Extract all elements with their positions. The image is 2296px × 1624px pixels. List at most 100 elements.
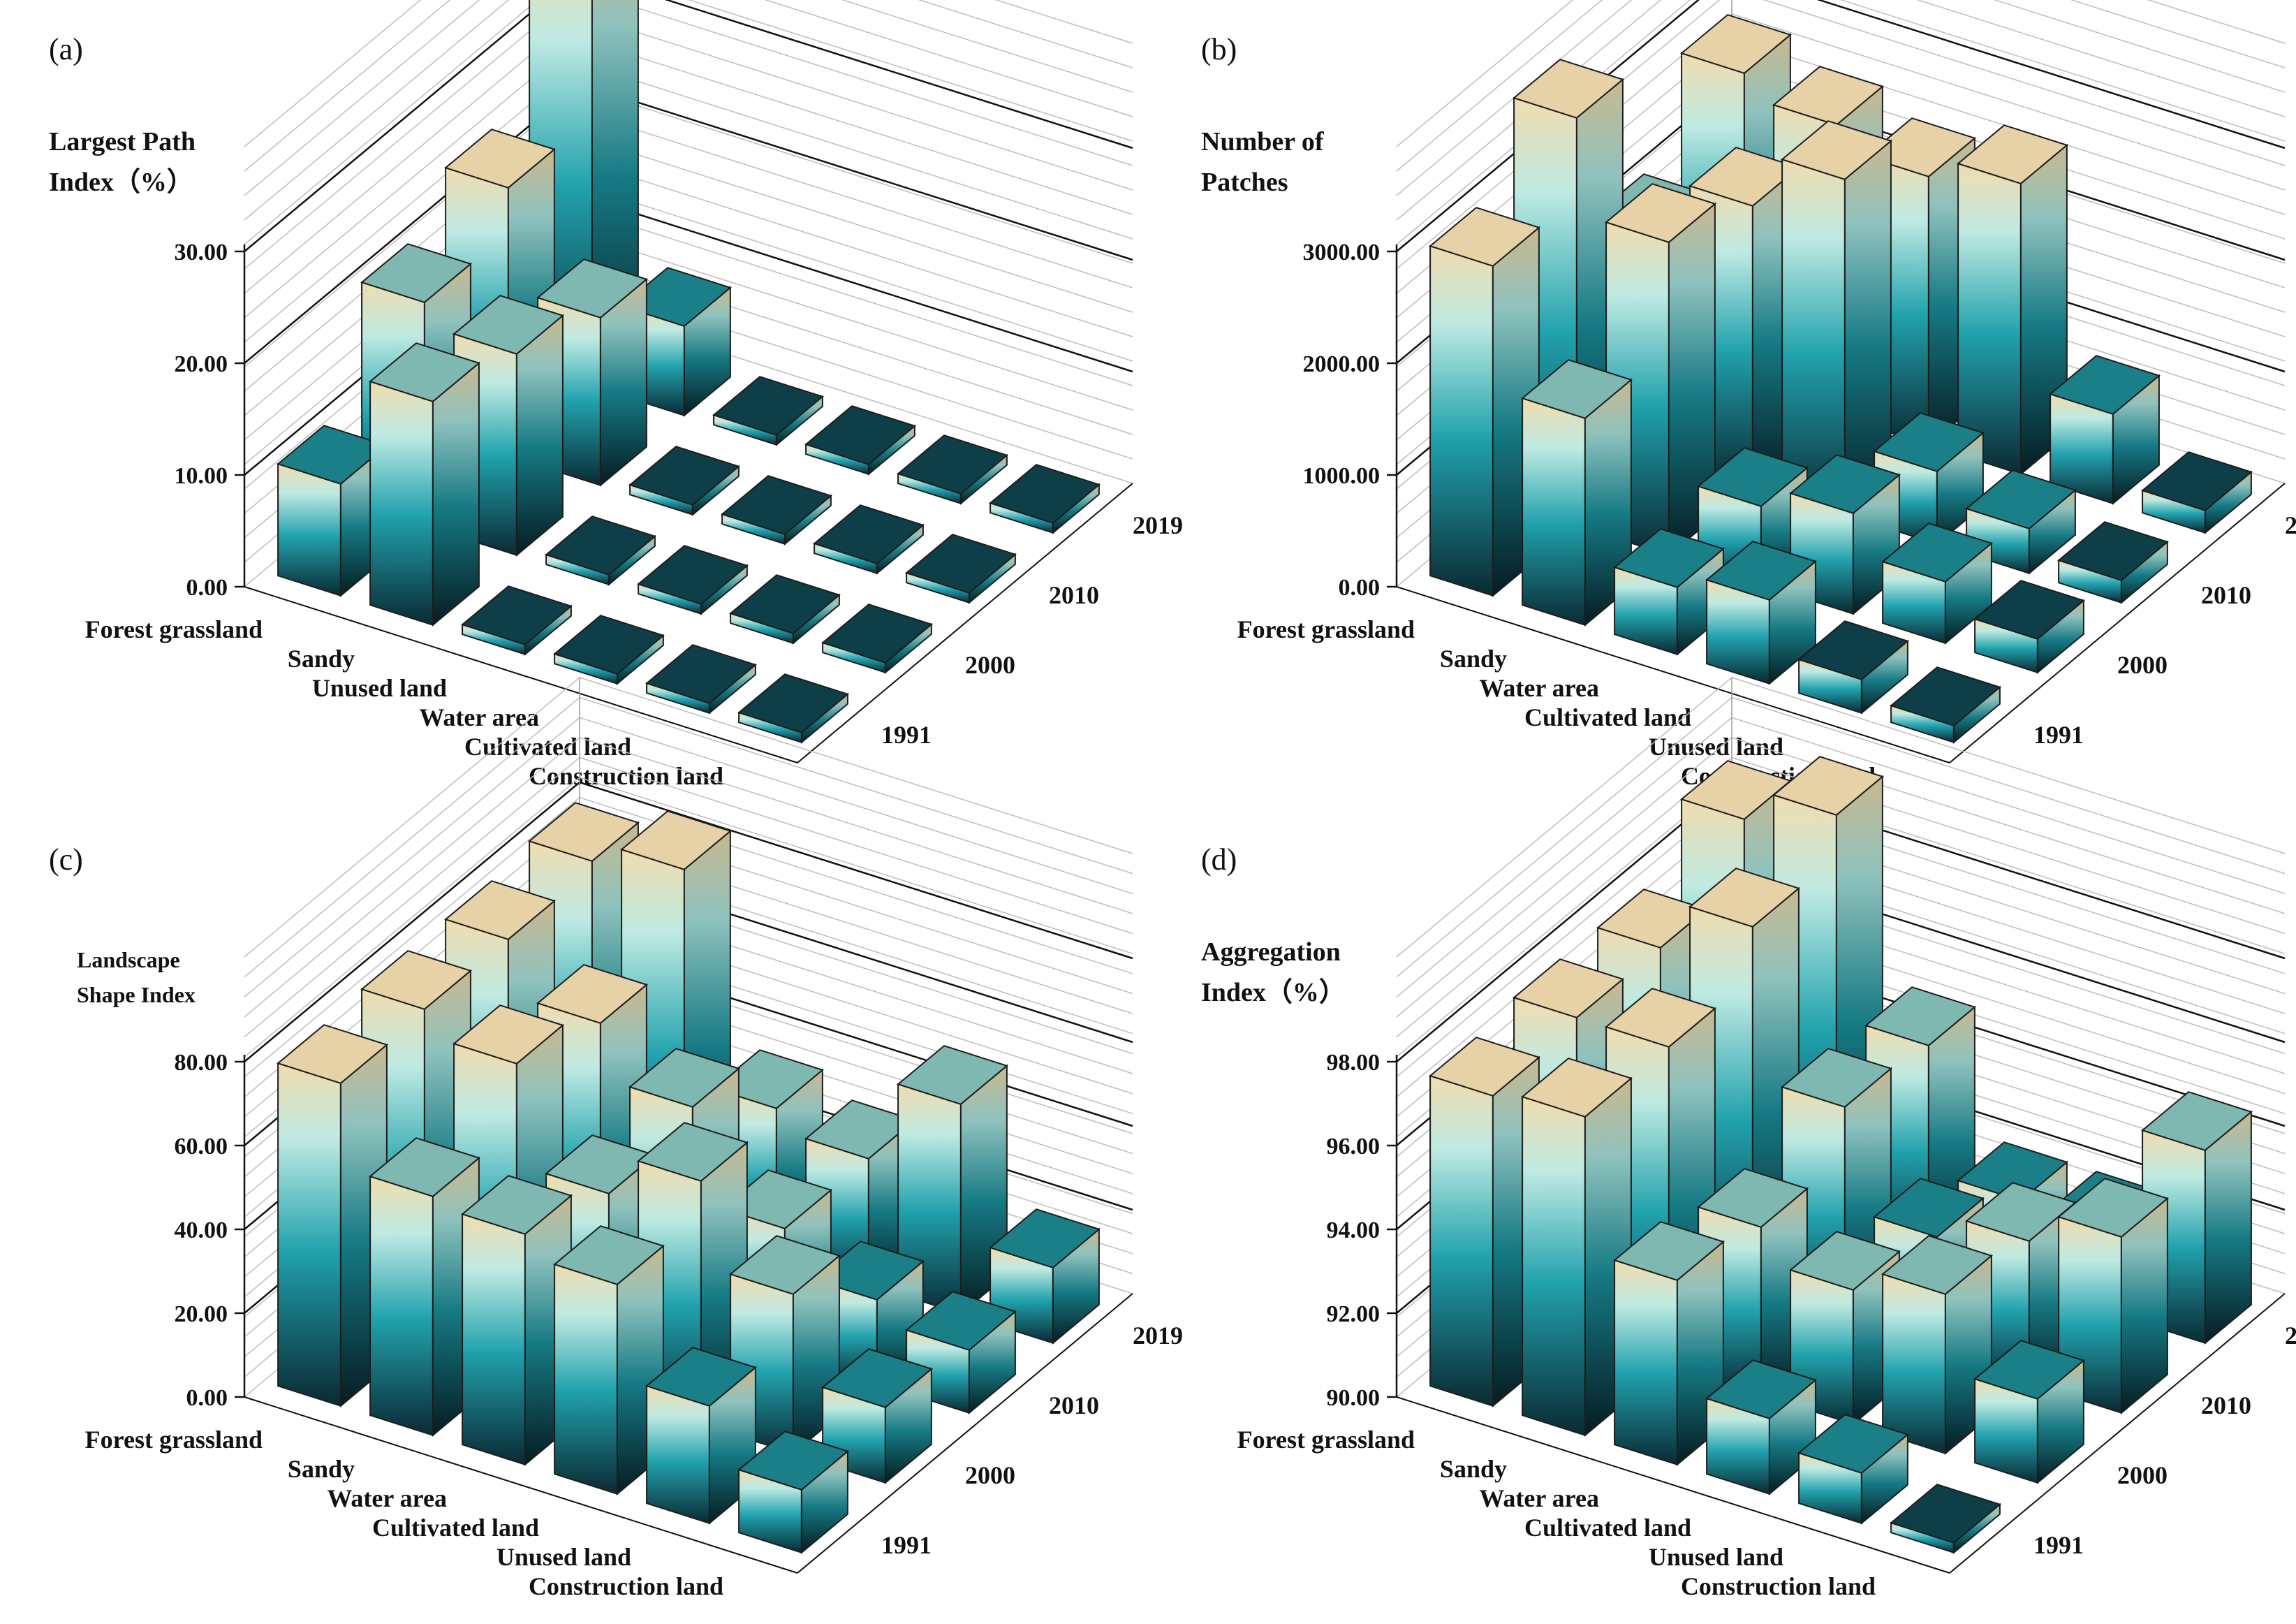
bar-top-face — [737, 1431, 849, 1491]
year-label: 2019 — [1133, 511, 1183, 539]
y-tick-label: 20.00 — [175, 1301, 228, 1327]
x-axis-line — [1396, 586, 1950, 763]
bars — [1429, 14, 2253, 744]
y-tick-label: 92.00 — [1327, 1301, 1381, 1327]
bar-top-face — [1697, 1168, 1809, 1228]
bar-top-face — [905, 534, 1017, 594]
y-axis-title: Landscape Shape Index — [77, 947, 196, 1007]
bar-top-face — [712, 376, 824, 436]
y-axis-title-line: Largest Path — [49, 127, 196, 156]
y-tick-label: 94.00 — [1327, 1217, 1381, 1243]
bar-side-face — [515, 314, 564, 557]
bar-top-face — [1881, 522, 1993, 583]
grid-line — [1396, 0, 2286, 147]
bar-side-face — [2204, 1110, 2252, 1345]
y-tick-label: 3000.00 — [1303, 240, 1381, 265]
z-axis-line — [1949, 483, 2286, 763]
bar-top-face — [461, 585, 573, 645]
bar-top-face — [1797, 1414, 1909, 1474]
category-label: Unused land — [1649, 1543, 1783, 1571]
bar-front-face — [277, 1062, 341, 1407]
category-label: Sandy — [1440, 645, 1507, 673]
bar-top-face — [721, 1169, 832, 1229]
y-tick-label: 0.00 — [186, 575, 228, 601]
category-label: Water area — [419, 703, 539, 731]
bar — [369, 342, 480, 627]
bar-top-face — [444, 880, 556, 940]
bar-front-face — [646, 1384, 710, 1525]
bar-top-face — [2057, 1178, 2169, 1238]
chart-panel-c: 0.00 20.00 40.00 60.00 80.00 Landscape Shape I… — [49, 677, 1183, 1600]
category-label: Forest grassland — [1237, 615, 1415, 643]
bar-top-face — [1873, 1178, 1985, 1238]
major-grid-line — [1396, 0, 2286, 252]
bar-top-face — [369, 342, 480, 402]
bar-top-face — [737, 673, 849, 733]
bar-front-face — [1522, 397, 1586, 627]
chart-panel-b: 0.00 1000.00 2000.00 3000.00 Number of Patche… — [1201, 0, 2296, 790]
bar — [1705, 541, 1817, 685]
bar-top-face — [637, 1122, 749, 1182]
bar — [1521, 1058, 1633, 1437]
bar — [737, 1431, 849, 1554]
grid-line — [244, 0, 1133, 172]
year-label: 1991 — [881, 1531, 932, 1559]
panel-label: (d) — [1201, 842, 1237, 877]
bar-top-face — [897, 1045, 1008, 1105]
year-label: 2010 — [1049, 581, 1099, 609]
bar — [729, 574, 841, 645]
x-axis-line — [244, 1396, 798, 1574]
bar — [821, 603, 933, 674]
year-label: 2010 — [2201, 1391, 2251, 1419]
bar-top-face — [804, 405, 916, 465]
bar-top-face — [1521, 1058, 1633, 1118]
bar-top-face — [1789, 454, 1901, 514]
bar-top-face — [536, 964, 648, 1024]
y-axis-title: Aggregation Index（%） — [1201, 937, 1346, 1007]
category-label: Cultivated land — [372, 1514, 539, 1542]
bar — [1789, 454, 1901, 615]
bar — [721, 475, 832, 546]
bar — [1781, 120, 1892, 516]
year-label: 1991 — [2033, 1531, 2084, 1559]
y-tick-label: 30.00 — [175, 240, 228, 265]
category-label: Forest grassland — [1237, 1426, 1415, 1454]
y-axis-title: Number of Patches — [1201, 127, 1325, 197]
bar — [2057, 521, 2169, 604]
year-label: 2019 — [2285, 511, 2296, 539]
bar-top-face — [1772, 756, 1884, 816]
bar — [1973, 1340, 2085, 1484]
bar-top-face — [821, 603, 933, 664]
bar-top-face — [637, 545, 749, 605]
bar-front-face — [1429, 244, 1494, 597]
bar-top-face — [721, 475, 832, 535]
category-label: Cultivated land — [464, 733, 631, 761]
bar-top-face — [620, 267, 732, 327]
bar-top-face — [277, 1024, 388, 1084]
bar-top-face — [1957, 124, 2068, 184]
bar — [1429, 207, 1540, 597]
bar-top-face — [645, 644, 757, 704]
x-axis-line — [1396, 1396, 1950, 1574]
y-tick-label: 1000.00 — [1303, 463, 1381, 489]
bar-top-face — [1605, 988, 1716, 1048]
grid-line — [1396, 0, 2286, 172]
chart-panel-d: 90.00 92.00 94.00 96.00 98.00 Aggregation Inde… — [1201, 677, 2296, 1600]
bar-front-face — [462, 1213, 526, 1466]
y-axis-title-line: Shape Index — [77, 982, 196, 1007]
y-axis-title-line: Patches — [1201, 168, 1288, 197]
y-axis-title-line: Index（%） — [49, 168, 193, 197]
y-axis-title-line: Index（%） — [1201, 978, 1346, 1007]
bar-top-face — [620, 810, 732, 870]
bar-top-face — [1789, 1231, 1901, 1291]
bar-top-face — [1864, 986, 1976, 1046]
bar — [712, 376, 824, 446]
bar-front-face — [1429, 1074, 1494, 1407]
category-label: Unused land — [1649, 733, 1783, 761]
year-label: 2000 — [2117, 651, 2168, 679]
bar-top-face — [712, 1049, 824, 1109]
bar — [620, 267, 732, 417]
bar — [1890, 1484, 2001, 1554]
category-label: Sandy — [288, 645, 355, 673]
category-label: Forest grassland — [85, 1426, 263, 1454]
